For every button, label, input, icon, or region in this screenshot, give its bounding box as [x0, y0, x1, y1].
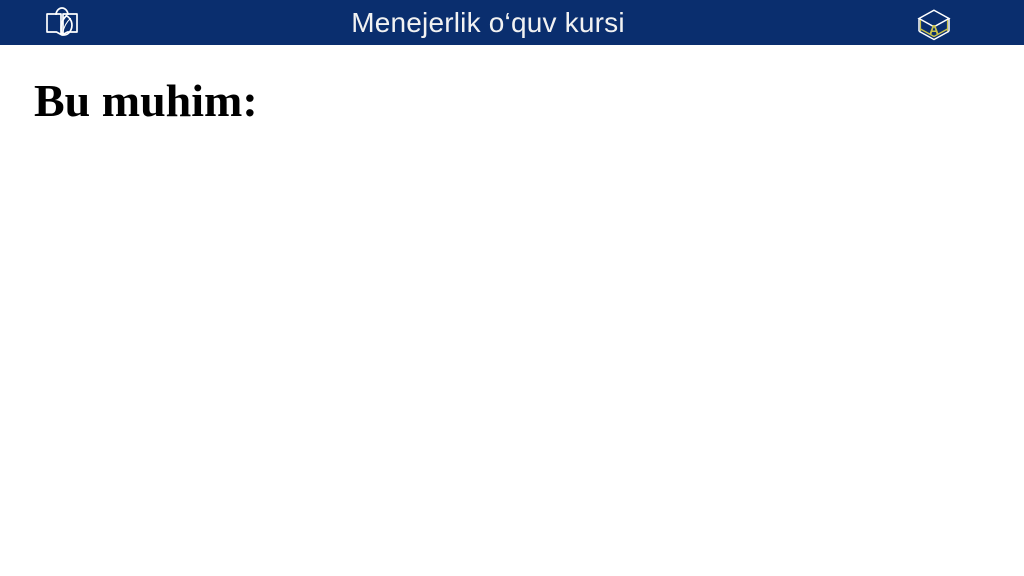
svg-text:A: A — [929, 22, 939, 38]
